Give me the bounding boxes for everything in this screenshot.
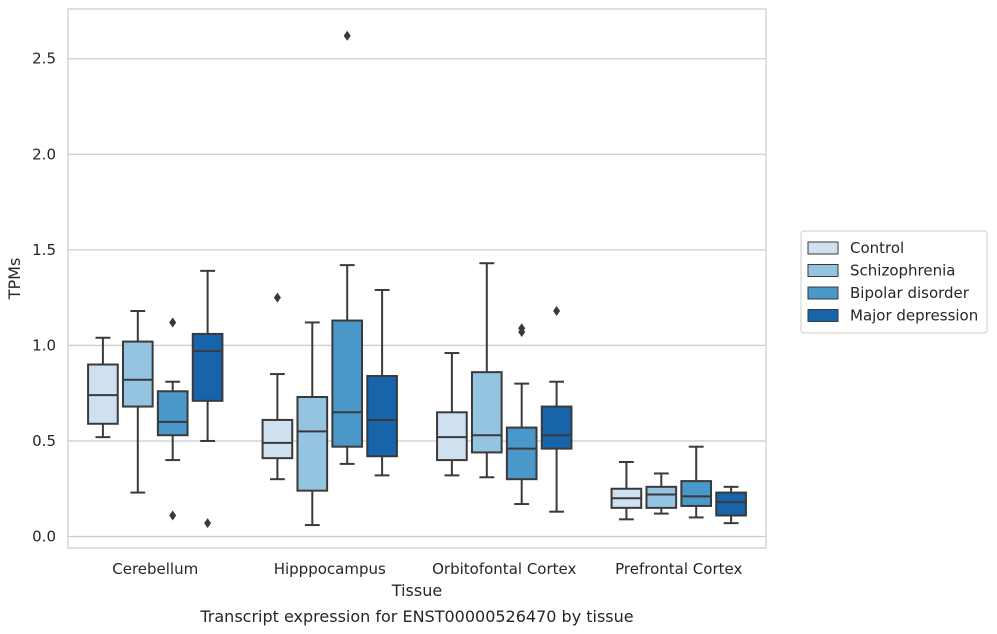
y-tick-labels: 0.0 0.5 1.0 1.5 2.0 2.5 <box>32 50 56 546</box>
legend-swatch <box>807 309 839 322</box>
iqr-box <box>121 340 154 408</box>
y-axis-label: TPMs <box>5 258 24 301</box>
legend-label: Major depression <box>850 307 978 325</box>
outlier-point <box>273 292 281 303</box>
x-tick-label: Hipppocampus <box>274 560 386 578</box>
box-control-hipppocampus <box>261 292 294 481</box>
iqr-box <box>470 371 503 454</box>
box-control-orbitofontal-cortex <box>436 352 468 477</box>
outlier-point <box>518 323 526 334</box>
y-tick-label: 1.5 <box>32 241 56 259</box>
iqr-box <box>296 396 329 492</box>
legend-item: Major depression <box>807 307 978 325</box>
y-tick-label: 1.0 <box>32 336 56 354</box>
x-tick-label: Orbitofontal Cortex <box>432 560 576 578</box>
outlier-point <box>169 510 177 521</box>
box-bipolar-disorder-hipppocampus <box>331 30 364 465</box>
iqr-box <box>715 491 747 517</box>
outlier-point <box>553 305 561 316</box>
legend: Control Schizophrenia Bipolar disorder Majo… <box>800 230 988 334</box>
legend-swatch <box>807 241 839 255</box>
legend-swatch <box>807 264 839 277</box>
iqr-box <box>366 374 398 458</box>
box-bipolar-disorder-orbitofontal-cortex <box>505 323 538 506</box>
iqr-box <box>505 426 538 481</box>
box-major-depression-orbitofontal-cortex <box>540 305 573 513</box>
box-control-prefrontal-cortex <box>610 460 643 521</box>
box-schizophrenia-orbitofontal-cortex <box>470 262 503 479</box>
x-tick-label: Cerebellum <box>112 560 198 578</box>
y-tick-label: 2.0 <box>32 145 56 163</box>
outlier-point <box>169 317 177 328</box>
x-axis-label: Tissue <box>391 581 442 600</box>
chart-caption: Transcript expression for ENST0000052647… <box>199 607 633 626</box>
y-tick-label: 0.5 <box>32 432 56 450</box>
box-bipolar-disorder-prefrontal-cortex <box>680 445 713 519</box>
iqr-box <box>540 405 573 450</box>
iqr-box <box>191 332 224 402</box>
legend-label: Schizophrenia <box>850 262 955 280</box>
iqr-box <box>680 480 713 507</box>
x-tick-labels: Cerebellum Hipppocampus Orbitofontal Corte… <box>112 560 742 578</box>
y-tick-label: 2.5 <box>32 50 56 68</box>
iqr-box <box>645 485 678 509</box>
legend-item: Bipolar disorder <box>807 284 970 302</box>
x-tick-label: Prefrontal Cortex <box>615 560 742 578</box>
legend-label: Control <box>850 239 904 257</box>
box-schizophrenia-hipppocampus <box>296 321 329 527</box>
legend-frame <box>800 230 988 334</box>
legend-item: Schizophrenia <box>807 262 955 280</box>
y-tick-label: 0.0 <box>32 528 56 546</box>
outlier-point <box>343 30 351 41</box>
plot-frame <box>67 8 767 549</box>
box-series-layer <box>87 30 747 529</box>
box-major-depression-cerebellum <box>191 269 224 529</box>
legend-swatch <box>807 286 839 300</box>
box-control-cerebellum <box>87 336 119 439</box>
legend-item: Control <box>807 239 904 257</box>
outlier-point <box>204 518 212 529</box>
box-major-depression-hipppocampus <box>366 288 398 477</box>
iqr-box <box>261 418 294 460</box>
box-schizophrenia-prefrontal-cortex <box>645 472 678 515</box>
box-schizophrenia-cerebellum <box>121 309 154 494</box>
box-bipolar-disorder-cerebellum <box>156 317 189 521</box>
box-major-depression-prefrontal-cortex <box>715 485 747 525</box>
iqr-box <box>156 390 189 437</box>
y-gridlines <box>68 58 766 538</box>
legend-label: Bipolar disorder <box>850 284 970 302</box>
iqr-box <box>331 319 364 448</box>
